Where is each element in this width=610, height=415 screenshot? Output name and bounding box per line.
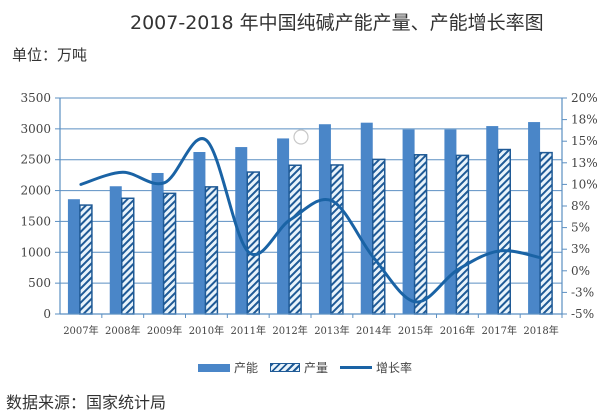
legend-production: 产量: [270, 359, 328, 376]
y-tick-label: 3500: [20, 91, 51, 105]
capacity-bar: [109, 186, 122, 314]
production-bar: [121, 197, 135, 315]
x-tick-label: 2010年: [189, 324, 224, 337]
decorative-circle: [293, 129, 309, 145]
capacity-bar: [151, 172, 164, 314]
y2-tick-label: 5%: [571, 221, 590, 235]
production-bar: [246, 171, 260, 315]
production-bar: [288, 164, 302, 315]
growth-rate-line: [79, 137, 543, 304]
production-bar: [539, 151, 553, 315]
capacity-bar: [193, 152, 206, 314]
production-bar: [455, 154, 470, 315]
capacity-bar: [360, 122, 373, 314]
y2-tick-label: 0%: [571, 264, 590, 278]
growth-line: [79, 137, 543, 304]
y2-tick-label: 20%: [571, 91, 598, 105]
x-tick-label: 2018年: [523, 324, 558, 337]
x-tick-label: 2012年: [272, 324, 307, 337]
unit-label: 单位：万吨: [12, 46, 88, 64]
axes: 0 500 1000 1500 2000 2500 3000 3500 -5% -3% 0% 3% 5%…: [20, 91, 597, 337]
y2-tick-label: 15%: [571, 134, 598, 148]
growth-line-swatch-icon: [340, 366, 373, 369]
production-bar: [330, 164, 344, 315]
production-bar: [79, 204, 93, 315]
y-tick-label: 2500: [20, 153, 51, 167]
y-tick-label: 500: [28, 276, 51, 290]
y2-tick-label: -5%: [571, 307, 594, 321]
legend: 产能 产量 增长率: [198, 359, 424, 376]
capacity-bar: [444, 129, 457, 314]
y2-tick-label: 13%: [571, 156, 598, 170]
capacity-bar: [528, 122, 541, 314]
production-swatch-icon: [270, 363, 301, 372]
y-tick-label: 2000: [20, 184, 51, 198]
y2-tick-label: 3%: [571, 242, 590, 256]
legend-capacity: 产能: [198, 359, 258, 376]
capacity-bar: [486, 126, 499, 314]
x-tick-label: 2017年: [482, 324, 517, 337]
production-bar: [204, 186, 219, 315]
y-tick-label: 3000: [20, 122, 51, 136]
y-tick-label: 0: [43, 307, 51, 321]
y2-tick-label: 8%: [571, 199, 590, 213]
x-tick-label: 2008年: [105, 324, 140, 337]
production-bar: [497, 148, 511, 315]
bars: [67, 122, 553, 315]
x-tick-label: 2009年: [147, 324, 182, 337]
y-tick-label: 1500: [20, 214, 51, 228]
production-bar: [413, 154, 428, 315]
production-bar: [162, 192, 177, 315]
x-tick-label: 2007年: [63, 324, 98, 337]
chart-title: 2007-2018 年中国纯碱产能产量、产能增长率图: [130, 12, 544, 34]
y2-tick-label: 10%: [571, 177, 598, 191]
capacity-swatch-icon: [198, 363, 230, 372]
x-tick-label: 2014年: [356, 324, 391, 337]
capacity-bar: [235, 147, 248, 314]
legend-growth: 增长率: [340, 359, 412, 376]
y2-tick-label: 18%: [571, 113, 598, 127]
capacity-bar: [402, 129, 415, 314]
y-tick-label: 1000: [20, 245, 51, 259]
x-tick-label: 2011年: [231, 324, 266, 337]
capacity-bar: [67, 199, 80, 314]
x-tick-label: 2016年: [440, 324, 475, 337]
data-source: 数据来源：国家统计局: [6, 393, 167, 412]
y2-tick-label: -3%: [571, 285, 594, 299]
x-tick-label: 2015年: [398, 324, 433, 337]
production-bar: [372, 158, 386, 315]
x-tick-label: 2013年: [314, 324, 349, 337]
capacity-bar: [318, 124, 331, 314]
